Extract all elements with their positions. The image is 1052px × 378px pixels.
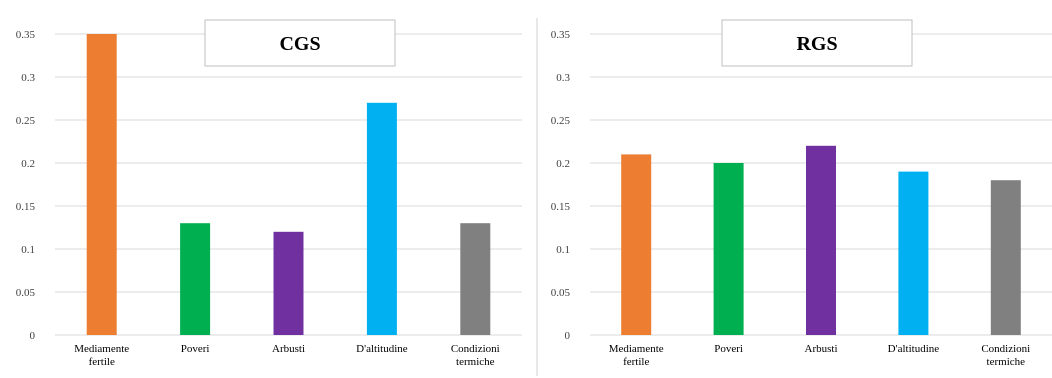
- x-category-label: Arbusti: [805, 343, 838, 355]
- y-tick-label: 0.35: [551, 29, 571, 41]
- rgs-chart-panel: 0 0.05 0.1 0.15 0.2 0.25 0.3 0.35 Mediamentefert…: [551, 19, 1052, 368]
- bar: [806, 145, 836, 335]
- bar: [86, 34, 117, 335]
- y-tick-label: 0.15: [16, 201, 36, 213]
- y-tick-label: 0.05: [16, 287, 36, 299]
- y-tick-label: 0: [565, 330, 571, 342]
- x-category-label: D'altitudine: [356, 343, 408, 355]
- x-category-label: termiche: [456, 356, 495, 368]
- x-category-label: Mediamente: [74, 343, 129, 355]
- cgs-chart-panel: 0 0.05 0.1 0.15 0.2 0.25 0.3 0.35 Mediamentefert…: [16, 19, 522, 368]
- y-tick-label: 0.2: [21, 158, 35, 170]
- x-category-label: fertile: [623, 356, 649, 368]
- y-tick-label: 0.05: [551, 287, 571, 299]
- chart-title-box: [204, 19, 396, 67]
- y-tick-label: 0: [30, 330, 36, 342]
- x-category-label: termiche: [987, 356, 1026, 368]
- bar: [621, 154, 652, 335]
- y-tick-label: 0.2: [556, 158, 570, 170]
- chart-title-box: [721, 19, 913, 67]
- x-category-label: Poveri: [181, 343, 210, 355]
- y-tick-label: 0.1: [21, 244, 35, 256]
- bar: [460, 223, 491, 335]
- x-category-label: Condizioni: [981, 343, 1030, 355]
- x-category-label: D'altitudine: [888, 343, 940, 355]
- x-category-label: Condizioni: [451, 343, 500, 355]
- bar: [898, 171, 929, 335]
- x-category-label: Poveri: [714, 343, 743, 355]
- x-category-label: Arbusti: [272, 343, 305, 355]
- y-tick-label: 0.3: [21, 72, 35, 84]
- bar: [273, 231, 304, 335]
- chart-title: CGS: [279, 33, 320, 55]
- y-tick-label: 0.15: [551, 201, 571, 213]
- y-tick-label: 0.25: [16, 115, 36, 127]
- bar: [713, 163, 744, 335]
- bar: [366, 102, 397, 335]
- y-tick-label: 0.25: [551, 115, 571, 127]
- bar: [990, 180, 1021, 335]
- x-category-label: fertile: [89, 356, 115, 368]
- bar: [180, 223, 211, 335]
- y-tick-label: 0.1: [556, 244, 570, 256]
- y-tick-label: 0.3: [556, 72, 570, 84]
- chart-title: RGS: [796, 33, 837, 55]
- y-tick-label: 0.35: [16, 29, 36, 41]
- x-category-label: Mediamente: [609, 343, 664, 355]
